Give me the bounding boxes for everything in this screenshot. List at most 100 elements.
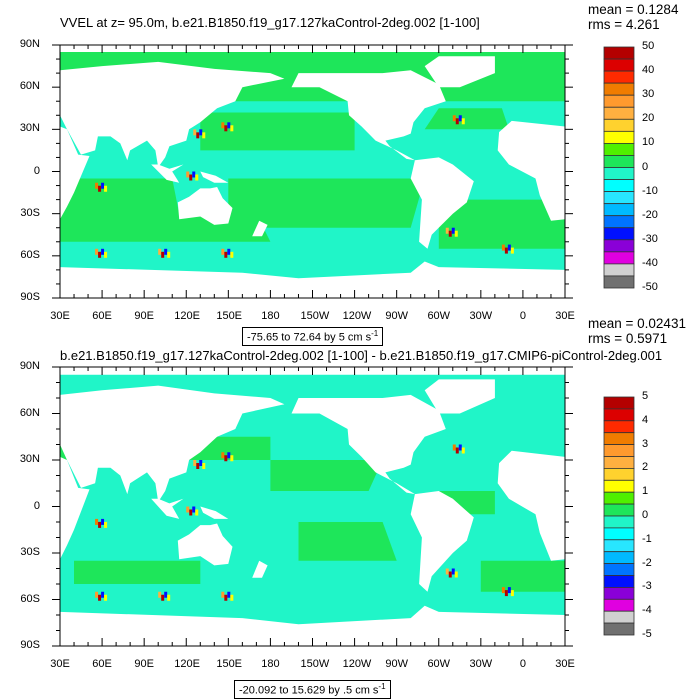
land-mask <box>291 70 446 161</box>
contour-fill <box>104 185 108 192</box>
colorbar-box <box>603 515 635 529</box>
colorbar-label: -5 <box>642 628 652 640</box>
panel-title: VVEL at z= 95.0m, b.e21.B1850.f19_g17.12… <box>60 15 480 30</box>
contour-fill <box>95 182 99 189</box>
contour-fill <box>101 248 105 255</box>
colorbar-label: 30 <box>642 88 655 101</box>
colorbar-box <box>603 456 635 469</box>
land-mask <box>252 220 268 237</box>
contour-fill <box>193 129 197 136</box>
land-mask <box>252 560 268 578</box>
contour-info-box: -75.65 to 72.64 by 5 cm s-1 <box>242 327 384 346</box>
x-tick-label: 30E <box>50 658 70 670</box>
x-tick-label: 30E <box>50 310 70 322</box>
y-tick-label: 30S <box>20 206 40 219</box>
contour-fill <box>202 463 206 469</box>
contour-fill <box>158 248 162 255</box>
colorbar-label: 5 <box>642 390 649 402</box>
colorbar-box <box>603 432 635 446</box>
colorbar-label: -20 <box>642 208 658 221</box>
contour-fill <box>230 125 234 132</box>
x-tick-label: 90W <box>385 310 408 322</box>
colorbar-box <box>603 563 635 576</box>
x-tick-label: 120E <box>174 310 200 322</box>
colorbar-label: -30 <box>642 232 658 245</box>
contour-fill <box>224 251 228 258</box>
contour-fill <box>424 108 509 130</box>
colorbar-box <box>603 587 635 600</box>
contour-fill <box>192 506 196 513</box>
colorbar-box <box>603 275 635 289</box>
land-mask <box>291 394 446 495</box>
contour-fill <box>507 587 511 594</box>
contour-fill <box>455 118 459 125</box>
contour-fill <box>510 590 514 597</box>
x-tick-label: 30W <box>469 658 493 670</box>
x-tick-label: 60W <box>427 310 451 322</box>
contour-fill <box>452 115 456 122</box>
x-tick-label: 180 <box>261 658 280 670</box>
land-mask <box>497 120 565 221</box>
contour-fill <box>452 444 456 451</box>
contour-fill <box>192 171 196 178</box>
colorbar-box <box>603 444 635 457</box>
land-mask <box>410 157 474 249</box>
contour-fill <box>60 178 271 242</box>
y-tick-label: 90S <box>20 291 40 303</box>
contour-fill <box>189 174 193 181</box>
contour-fill <box>199 129 203 136</box>
colorbar-label: 3 <box>642 437 649 450</box>
contour-fill <box>224 125 228 132</box>
contour-fill <box>195 174 199 181</box>
contour-fill <box>104 251 108 258</box>
y-tick-label: 0 <box>33 164 40 177</box>
contour-fill <box>454 571 458 578</box>
contour-fill <box>461 118 465 125</box>
contour-fill <box>98 594 102 601</box>
x-tick-label: 150E <box>216 310 243 322</box>
contour-fill <box>227 122 231 129</box>
contour-fill <box>458 444 462 451</box>
land-mask <box>151 164 184 183</box>
colorbar-box <box>603 467 635 481</box>
contour-fill <box>480 560 565 592</box>
contour-fill <box>101 518 105 525</box>
x-tick-label: 150E <box>216 658 243 670</box>
contour-fill <box>224 455 228 462</box>
contour-fill <box>504 590 508 597</box>
contour-fill <box>224 594 228 601</box>
rms-value: rms = 0.5971 <box>588 331 668 346</box>
colorbar-box <box>603 479 635 493</box>
x-tick-label: 30E <box>555 658 575 670</box>
y-tick-label: 60S <box>20 248 40 261</box>
contour-fill <box>504 247 508 254</box>
land-mask <box>60 385 285 502</box>
contour-fill <box>221 122 225 129</box>
contour-fill <box>196 132 200 139</box>
contour-fill <box>455 447 459 454</box>
contour-fill <box>227 452 231 459</box>
rms-value: rms = 4.261 <box>588 17 660 32</box>
y-tick-label: 0 <box>33 499 40 512</box>
contour-fill <box>104 521 108 528</box>
colorbar-box <box>603 598 635 612</box>
contour-fill <box>164 591 168 598</box>
colorbar-label: -3 <box>642 580 652 593</box>
land-mask <box>60 456 90 560</box>
contour-fill <box>448 230 452 237</box>
x-tick-label: 120W <box>342 658 372 670</box>
land-mask <box>151 498 184 519</box>
contour-fill <box>451 227 455 234</box>
colorbar-label: 10 <box>642 136 655 149</box>
x-tick-label: 150W <box>300 658 330 670</box>
contour-fill <box>95 518 99 525</box>
colorbar-label: 40 <box>642 64 655 77</box>
colorbar-box <box>603 396 635 410</box>
x-tick-label: 60W <box>427 658 451 670</box>
colorbar-box <box>603 610 635 624</box>
contour-fill <box>510 247 514 254</box>
contour-fill <box>167 594 171 601</box>
contour-fill <box>195 509 199 516</box>
colorbar-box <box>603 539 635 553</box>
